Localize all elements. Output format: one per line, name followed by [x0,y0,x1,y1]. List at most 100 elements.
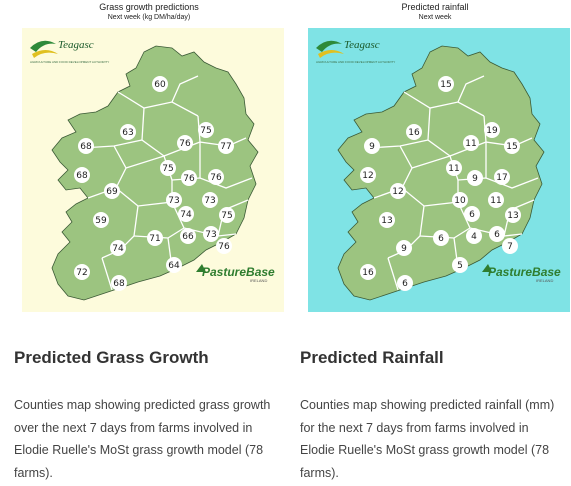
county-value-badge: 12 [390,183,406,199]
county-value-label: 15 [506,142,517,152]
county-value-label: 13 [507,211,518,221]
county-value-badge: 76 [177,135,193,151]
county-value-circle [446,160,462,176]
county-value-label: 76 [183,174,195,184]
county-value-circle [219,207,235,223]
county-value-badge: 69 [104,183,120,199]
teagasc-logo-subtext: AGRICULTURE AND FOOD DEVELOPMENT AUTHORI… [30,60,109,64]
county-value-badge: 74 [178,206,194,222]
county-value-circle [364,138,380,154]
county-value-label: 5 [457,261,463,271]
county-value-label: 15 [440,80,451,90]
county-value-circle [166,192,182,208]
county-value-badge: 73 [166,192,182,208]
county-value-badge: 12 [360,167,376,183]
county-value-circle [78,138,94,154]
county-value-label: 6 [402,279,408,289]
county-value-circle [110,240,126,256]
county-value-circle [466,228,482,244]
county-value-label: 9 [369,142,375,152]
county-value-badge: 60 [152,76,168,92]
county-value-label: 60 [154,80,166,90]
county-value-circle [488,192,504,208]
county-value-circle [505,207,521,223]
teagasc-logo: Teagasc AGRICULTURE AND FOOD DEVELOPMENT … [316,39,395,64]
county-value-badge: 66 [180,228,196,244]
county-value-badge: 6 [397,275,413,291]
county-value-badge: 17 [494,169,510,185]
county-value-label: 76 [210,173,222,183]
county-value-badge: 75 [219,207,235,223]
county-value-label: 73 [168,196,179,206]
county-value-circle [504,138,520,154]
county-value-badge: 5 [452,257,468,273]
county-value-circle [181,170,197,186]
county-value-badge: 13 [505,207,521,223]
pasturebase-logo-subtext: IRELAND [536,278,553,283]
county-value-badge: 73 [202,192,218,208]
county-value-circle [178,206,194,222]
county-value-label: 59 [95,216,107,226]
county-value-badge: 11 [488,192,504,208]
county-value-circle [390,183,406,199]
county-value-circle [397,275,413,291]
county-value-circle [74,167,90,183]
county-value-badge: 9 [467,170,483,186]
county-value-badge: 59 [93,212,109,228]
county-value-label: 19 [486,126,498,136]
county-value-circle [452,192,468,208]
county-value-label: 9 [401,244,407,254]
county-value-badge: 6 [433,230,449,246]
map-subtitle: Next week (kg DM/ha/day) [107,14,191,21]
county-border [87,145,127,199]
county-value-label: 74 [112,244,124,254]
county-value-badge: 76 [216,238,232,254]
county-value-badge: 76 [181,170,197,186]
county-value-label: 12 [392,187,403,197]
county-border [387,257,399,291]
county-value-label: 16 [408,128,420,138]
county-value-label: 16 [362,268,374,278]
county-value-circle [360,264,376,280]
card-heading[interactable]: Predicted Rainfall [300,348,444,367]
county-value-circle [218,138,234,154]
county-value-label: 12 [362,171,373,181]
county-value-label: 77 [220,142,231,152]
map-title: Grass growth predictions [99,2,199,12]
county-value-badge: 7 [502,238,518,254]
county-value-badge: 72 [74,264,90,280]
county-value-badge: 6 [489,226,505,242]
county-value-circle [120,124,136,140]
county-value-badge: 76 [208,169,224,185]
county-value-badge: 9 [396,240,412,256]
county-value-label: 11 [490,196,501,206]
pasturebase-logo-text: PastureBase [488,265,561,279]
county-value-circle [104,183,120,199]
teagasc-logo-text: Teagasc [58,39,94,51]
county-value-badge: 19 [484,122,500,138]
county-value-label: 76 [179,139,191,149]
county-value-badge: 64 [166,257,182,273]
county-value-circle [438,76,454,92]
county-value-badge: 75 [198,122,214,138]
county-value-label: 4 [471,232,477,242]
county-value-label: 68 [76,171,88,181]
county-value-badge: 68 [78,138,94,154]
county-border [101,205,139,259]
county-border [457,75,485,103]
card-description: Counties map showing predicted grass gro… [14,398,271,480]
card-heading[interactable]: Predicted Grass Growth [14,348,209,367]
county-value-circle [203,226,219,242]
county-value-circle [216,238,232,254]
map-subtitle: Next week [418,14,452,21]
county-border [403,91,485,117]
county-value-label: 11 [448,164,459,174]
teagasc-logo-subtext: AGRICULTURE AND FOOD DEVELOPMENT AUTHORI… [316,60,395,64]
county-border [373,145,413,199]
map-title: Predicted rainfall [401,2,469,12]
county-value-label: 75 [162,164,173,174]
county-value-circle [489,226,505,242]
county-value-label: 6 [469,210,475,220]
county-value-label: 11 [465,139,476,149]
